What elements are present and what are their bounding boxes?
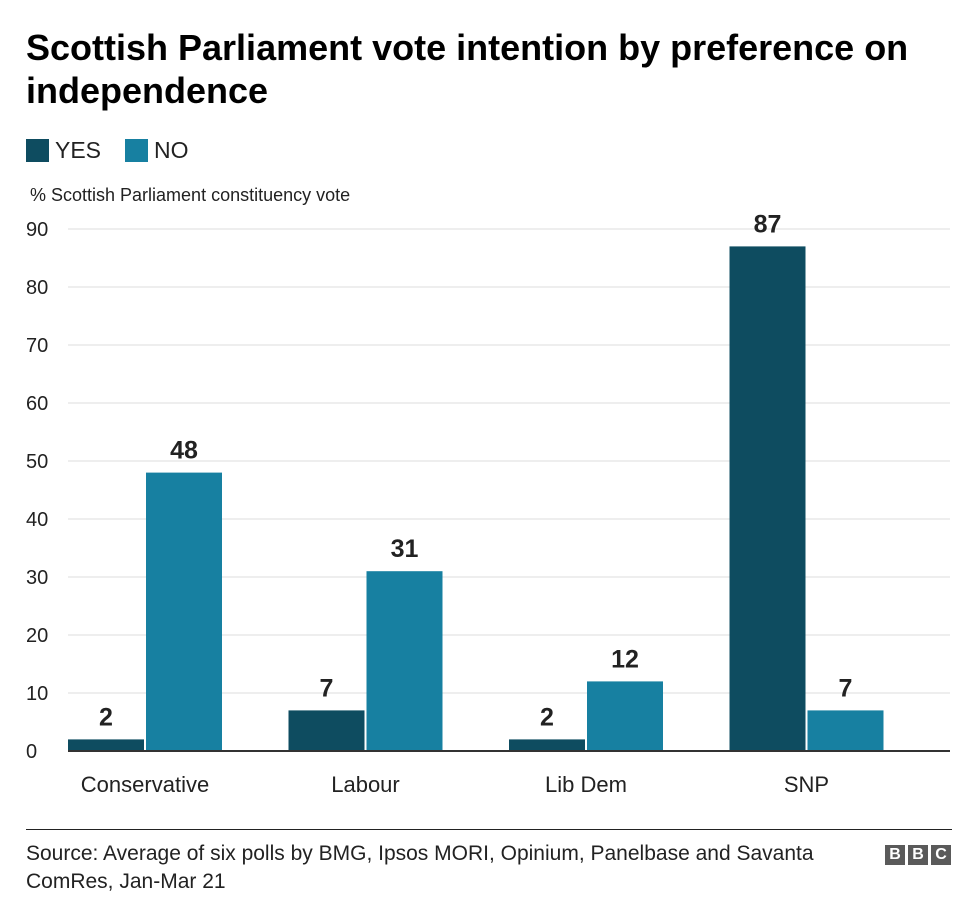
y-tick-label: 90 bbox=[26, 219, 48, 241]
data-label: 2 bbox=[540, 703, 554, 731]
y-tick-label: 20 bbox=[26, 625, 48, 647]
data-label: 87 bbox=[754, 210, 782, 238]
bar-no bbox=[807, 710, 884, 751]
bar-no bbox=[366, 571, 443, 751]
data-label: 7 bbox=[839, 674, 853, 702]
data-label: 48 bbox=[170, 437, 198, 465]
bar-yes bbox=[68, 739, 144, 751]
bar-yes bbox=[509, 739, 585, 751]
logo-letter: B bbox=[885, 845, 905, 865]
x-tick-label: Conservative bbox=[81, 772, 209, 797]
legend-swatch-yes bbox=[26, 138, 49, 162]
logo-letter: C bbox=[931, 845, 951, 865]
logo-letter: B bbox=[908, 845, 928, 865]
legend-label-no: NO bbox=[154, 136, 189, 163]
bar-chart: 0 10 20 30 40 50 60 70 80 90 2 48 Conservative 7 31 Lab… bbox=[26, 210, 950, 797]
y-tick-label: 0 bbox=[26, 741, 37, 763]
bar-no bbox=[146, 472, 222, 751]
legend-swatch-no bbox=[125, 138, 149, 162]
data-label: 12 bbox=[611, 645, 639, 673]
legend-label-yes: YES bbox=[55, 136, 102, 163]
data-label: 31 bbox=[391, 535, 419, 563]
bbc-logo: B B C bbox=[882, 845, 951, 865]
y-axis-label: % Scottish Parliament constituency vote bbox=[30, 185, 351, 205]
y-tick-label: 10 bbox=[26, 683, 48, 705]
legend-item-yes: YES bbox=[26, 137, 101, 164]
legend: YES NO bbox=[26, 136, 213, 164]
data-label: 7 bbox=[320, 674, 334, 702]
x-tick-label: SNP bbox=[784, 772, 829, 797]
y-tick-label: 70 bbox=[26, 335, 48, 357]
x-tick-label: Labour bbox=[331, 772, 400, 797]
y-tick-label: 30 bbox=[26, 567, 48, 589]
y-tick-label: 60 bbox=[26, 393, 48, 415]
y-tick-label: 40 bbox=[26, 509, 48, 531]
chart-title: Scottish Parliament vote intention by pr… bbox=[26, 27, 909, 111]
y-tick-label: 80 bbox=[26, 277, 48, 299]
bar-yes bbox=[729, 246, 806, 751]
data-label: 2 bbox=[99, 703, 113, 731]
bar-yes bbox=[288, 710, 365, 751]
x-tick-label: Lib Dem bbox=[545, 772, 627, 797]
y-tick-label: 50 bbox=[26, 451, 48, 473]
source-note: Source: Average of six polls by BMG, Ips… bbox=[26, 842, 814, 893]
bar-no bbox=[587, 681, 663, 751]
legend-item-no: NO bbox=[125, 137, 189, 164]
footer-divider bbox=[26, 829, 952, 830]
